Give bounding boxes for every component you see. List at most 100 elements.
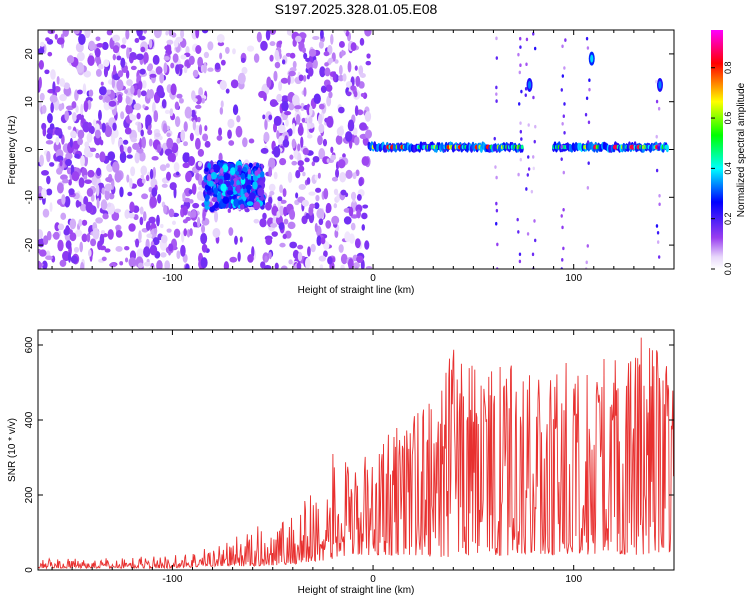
striation-cell xyxy=(519,45,522,49)
striation-cell xyxy=(518,252,522,257)
x-tick-label: 100 xyxy=(565,273,582,284)
noise-cell xyxy=(92,119,97,127)
noise-cell xyxy=(175,64,180,75)
noise-cell xyxy=(195,30,200,39)
noise-cell xyxy=(333,203,338,209)
noise-cell xyxy=(240,57,246,63)
patch-cell xyxy=(230,167,236,175)
noise-cell xyxy=(151,187,158,197)
striation-cell xyxy=(658,193,661,198)
noise-cell xyxy=(95,36,101,42)
noise-cell xyxy=(104,183,113,192)
noise-cell xyxy=(55,136,60,146)
striation-cell xyxy=(588,78,591,83)
y-tick-label: 200 xyxy=(24,486,35,503)
noise-cell xyxy=(273,146,281,158)
noise-cell xyxy=(50,69,56,80)
noise-cell xyxy=(149,196,157,208)
noise-cell xyxy=(156,144,161,153)
noise-cell xyxy=(100,199,108,211)
noise-cell xyxy=(359,122,368,131)
noise-cell xyxy=(286,30,294,36)
noise-cell xyxy=(63,82,70,90)
noise-cell xyxy=(339,171,347,183)
noise-cell xyxy=(282,233,287,239)
noise-cell xyxy=(133,214,139,221)
noise-cell xyxy=(101,256,107,262)
patch-cell xyxy=(206,173,212,182)
patch-cell xyxy=(226,190,234,196)
noise-cell xyxy=(164,260,171,269)
noise-cell xyxy=(248,138,255,144)
noise-cell xyxy=(107,229,114,240)
striation-cell xyxy=(532,95,535,100)
noise-cell xyxy=(170,83,177,96)
striation-cell xyxy=(495,175,498,180)
noise-cell xyxy=(46,150,51,163)
noise-cell xyxy=(80,262,85,269)
noise-cell xyxy=(66,55,75,64)
noise-cell xyxy=(276,210,280,218)
noise-cell xyxy=(39,249,47,257)
noise-cell xyxy=(89,147,97,153)
noise-cell xyxy=(174,101,180,110)
noise-cell xyxy=(340,253,348,265)
noise-cell xyxy=(317,172,321,179)
noise-cell xyxy=(194,137,201,150)
noise-cell xyxy=(280,77,289,84)
noise-cell xyxy=(74,153,80,159)
noise-cell xyxy=(178,97,184,104)
noise-cell xyxy=(107,202,112,208)
noise-cell xyxy=(279,205,285,216)
noise-cell xyxy=(132,142,140,150)
noise-cell xyxy=(49,202,53,213)
spectrogram-ylabel: Frequency (Hz) xyxy=(7,116,18,185)
noise-cell xyxy=(71,171,80,182)
noise-cell xyxy=(270,101,279,106)
noise-cell xyxy=(87,122,92,128)
noise-cell xyxy=(332,71,337,83)
noise-cell xyxy=(98,95,103,101)
noise-cell xyxy=(311,161,316,167)
noise-cell xyxy=(166,171,172,181)
noise-cell xyxy=(64,195,71,208)
noise-cell xyxy=(354,238,361,249)
figure-title: S197.2025.328.01.05.E08 xyxy=(275,1,438,17)
noise-cell xyxy=(246,45,255,52)
noise-cell xyxy=(139,216,144,226)
striation-cell xyxy=(495,56,499,60)
noise-cell xyxy=(307,67,314,77)
noise-cell xyxy=(318,103,325,110)
patch-cell xyxy=(208,180,214,187)
colorbar-tick-label: 0.2 xyxy=(723,212,733,225)
noise-cell xyxy=(73,30,80,35)
noise-cell xyxy=(313,93,321,104)
noise-cell xyxy=(191,183,197,195)
noise-cell xyxy=(219,106,224,115)
noise-cell xyxy=(119,261,124,266)
noise-cell xyxy=(69,137,73,148)
noise-cell xyxy=(56,37,65,45)
striation-cell xyxy=(495,201,498,206)
noise-cell xyxy=(86,152,94,158)
noise-cell xyxy=(278,222,285,230)
noise-cell xyxy=(39,92,45,101)
noise-cell xyxy=(166,39,174,45)
noise-cell xyxy=(146,88,151,99)
noise-cell xyxy=(305,57,311,63)
noise-cell xyxy=(125,103,134,115)
noise-cell xyxy=(81,233,88,243)
striation-cell xyxy=(532,155,535,159)
noise-cell xyxy=(260,261,266,269)
noise-cell xyxy=(204,140,211,148)
noise-cell xyxy=(49,123,55,130)
noise-cell xyxy=(247,254,254,263)
noise-cell xyxy=(204,125,208,132)
noise-cell xyxy=(359,73,366,78)
patch-cell xyxy=(214,177,219,184)
noise-cell xyxy=(295,192,299,199)
noise-cell xyxy=(63,228,70,236)
noise-cell xyxy=(289,154,294,160)
noise-cell xyxy=(101,187,105,195)
